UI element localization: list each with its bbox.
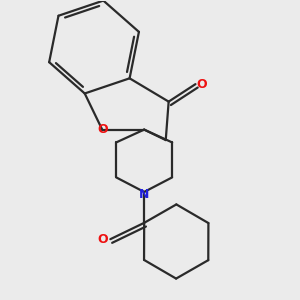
Text: O: O (196, 78, 207, 91)
Text: N: N (139, 188, 149, 201)
Text: O: O (98, 233, 108, 246)
Text: O: O (97, 123, 107, 136)
